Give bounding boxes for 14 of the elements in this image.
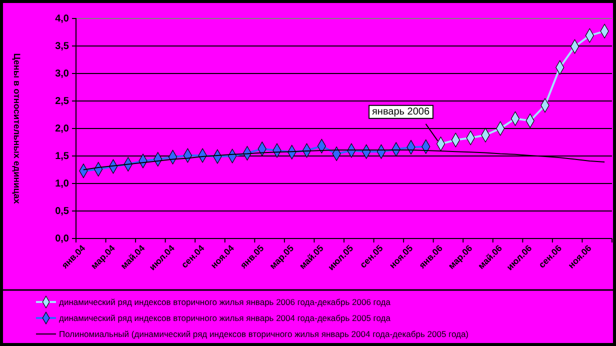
y-tick-label: 0,0 (55, 234, 70, 245)
y-tick-label: 2,0 (55, 124, 70, 135)
annotation: январь 2006 (372, 106, 430, 118)
y-tick-label: 3,0 (55, 68, 70, 80)
y-tick-label: 1,5 (55, 151, 70, 162)
y-tick-label: 3,5 (55, 41, 70, 52)
y-tick-label: 1,0 (55, 178, 70, 190)
y-tick-label: 0,5 (55, 206, 70, 218)
legend-label: Полиномиальный (динамический ряд индексов вторичного жилья январь 2004 года-декабрь 2005 года) (59, 328, 469, 339)
y-axis-title: Цены в относительных единицах (12, 53, 22, 204)
legend-label: динамический ряд индексов вторичного жилья январь 2006 года-декабрь 2006 года (59, 296, 391, 307)
legend-label: динамический ряд индексов вторичного жилья январь 2004 года-декабрь 2005 года (59, 312, 391, 323)
y-tick-label: 2,5 (55, 96, 70, 108)
y-tick-label: 4,0 (55, 14, 70, 25)
